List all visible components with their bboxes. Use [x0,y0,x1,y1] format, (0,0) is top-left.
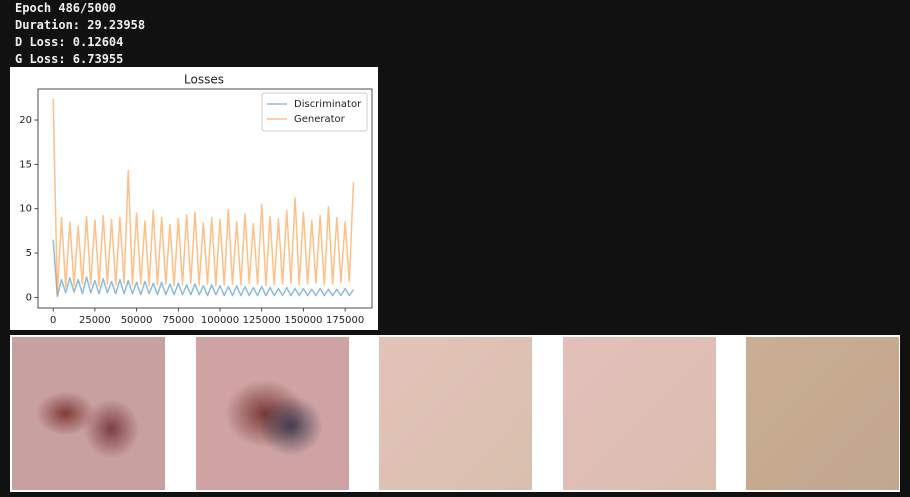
legend-label: Discriminator [294,99,362,110]
sample-image [379,337,532,490]
y-tick-label: 0 [26,292,32,303]
sample-image [196,337,349,490]
axes-frame [37,88,373,309]
y-tick-label: 20 [19,115,32,126]
x-tick-label: 125000 [243,315,281,326]
x-tick-label: 50000 [121,315,153,326]
x-tick-label: 150000 [284,315,322,326]
output-line: Duration: 29.23958 [15,18,146,32]
x-tick-label: 0 [50,315,56,326]
y-tick-label: 5 [26,248,32,259]
loss-line [52,239,355,298]
x-tick-label: 100000 [201,315,239,326]
legend-box [261,92,368,132]
sample-image [12,337,165,490]
x-tick-label: 175000 [326,315,364,326]
x-tick-label: 75000 [162,315,194,326]
legend-label: Generator [294,114,346,125]
output-line: G Loss: 6.73955 [15,52,124,66]
loss-line [52,98,355,296]
x-tick-label: 25000 [79,315,111,326]
sample-image [563,337,716,490]
y-tick-label: 15 [19,159,32,170]
output-line: Epoch 486/5000 [15,1,117,15]
sample-images [10,335,900,492]
cell-output: Epoch 486/5000 Duration: 29.23958 D Loss: … [15,0,145,68]
chart: Losses 0 25000 50000 75000 100000 125000 15000… [10,67,378,330]
output-line: D Loss: 0.12604 [15,35,124,49]
sample-image [746,337,899,490]
chart-title: Losses [184,73,224,87]
y-tick-label: 10 [19,204,32,215]
